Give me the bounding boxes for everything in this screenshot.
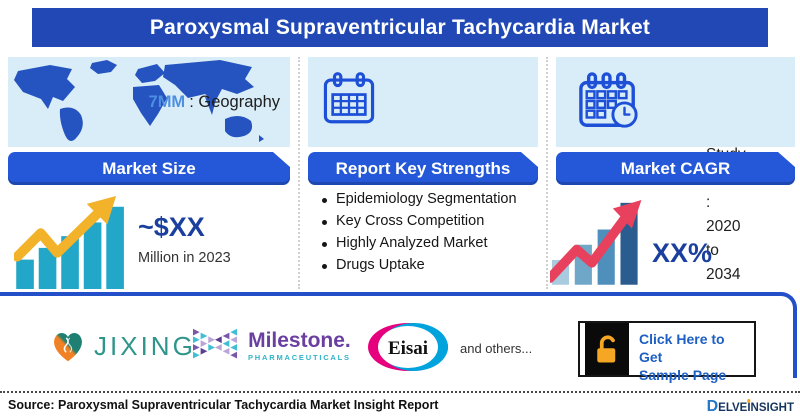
list-item: Drugs Uptake [318,257,544,273]
list-item-label: Drugs Uptake [336,257,425,273]
delveinsight-logo: DELVEINSIGHT [707,398,794,416]
market-size-value: ~$XX [138,212,205,242]
market-cagr-value: XX% [652,238,713,268]
milestone-logo: Milestone. PHARMACEUTICALS [192,326,351,366]
geography-word: : Geography [189,93,280,111]
bullet-dot [322,198,327,203]
key-strengths-list: Epidemiology Segmentation Key Cross Comp… [318,191,544,279]
and-others-label: and others... [460,341,533,356]
list-item: Epidemiology Segmentation [318,191,544,207]
world-map-icon [14,60,264,142]
geography-scope: 7MM [148,93,186,111]
eisai-oval-icon: Eisai [368,323,448,371]
market-size-banner-label: Market Size [102,158,196,178]
market-size-banner: Market Size [8,152,290,185]
bullet-dot [322,242,327,247]
geography-label: 7MM: Geography [149,93,280,112]
cta-line1: Click Here to Get [639,331,725,366]
get-sample-page-label: Click Here to Get Sample Page [629,323,754,383]
list-item: Key Cross Competition [318,213,544,229]
report-key-strengths-banner: Report Key Strengths [308,152,538,185]
brand-nsight: NSIGHT [750,402,794,414]
calendar-icon [323,72,375,124]
report-key-strengths-banner-label: Report Key Strengths [335,158,511,178]
milestone-mosaic-icon [192,328,238,359]
study-period-panel: Study Period : 2020 to 2034 [308,57,751,283]
cta-line2: Sample Page [639,367,727,384]
list-item-label: Highly Analyzed Market [336,235,488,251]
page-title-text: Paroxysmal Supraventricular Tachycardia … [149,15,651,39]
bullet-dot [322,220,327,225]
open-padlock-icon [597,335,616,363]
source-note: Source: Paroxysmal Supraventricular Tach… [8,398,439,412]
list-item: Highly Analyzed Market [318,235,544,251]
list-item-label: Key Cross Competition [336,213,485,229]
brand-i-orange-dot: I [747,402,751,414]
milestone-logo-text: Milestone. [248,329,351,352]
column-separator [298,57,300,289]
eisai-logo-text: Eisai [388,338,428,359]
page-title: Paroxysmal Supraventricular Tachycardia … [32,8,768,47]
geography-panel: 7MM: Geography [8,57,290,147]
footer-divider [0,391,800,393]
jixing-logo-text: JIXING [94,330,196,361]
market-size-caption: Million in 2023 [138,250,231,266]
lock-box [585,323,629,375]
list-item-label: Epidemiology Segmentation [336,191,517,207]
milestone-logo-subtext: PHARMACEUTICALS [248,353,351,362]
forecast-period-panel: Forecast Period 2024 to 2034 [556,57,795,147]
growth-bars-yellow-arrow-icon [14,196,124,289]
jixing-logo: JIXING [50,328,196,364]
growth-bars-red-arrow-icon [550,199,642,285]
get-sample-page-button[interactable]: Click Here to Get Sample Page [578,321,756,383]
calendar-clock-icon [579,72,638,128]
market-cagr-banner: Market CAGR [556,152,795,185]
study-period-line2: 2020 to 2034 [706,218,741,284]
bullet-dot [322,264,327,269]
brand-letter-d: D [706,398,719,415]
jixing-heart-icon [54,332,82,362]
partners-box [0,292,797,378]
column-separator [546,57,548,289]
market-cagr-banner-label: Market CAGR [620,158,731,178]
brand-elve: ELVE [718,402,748,414]
